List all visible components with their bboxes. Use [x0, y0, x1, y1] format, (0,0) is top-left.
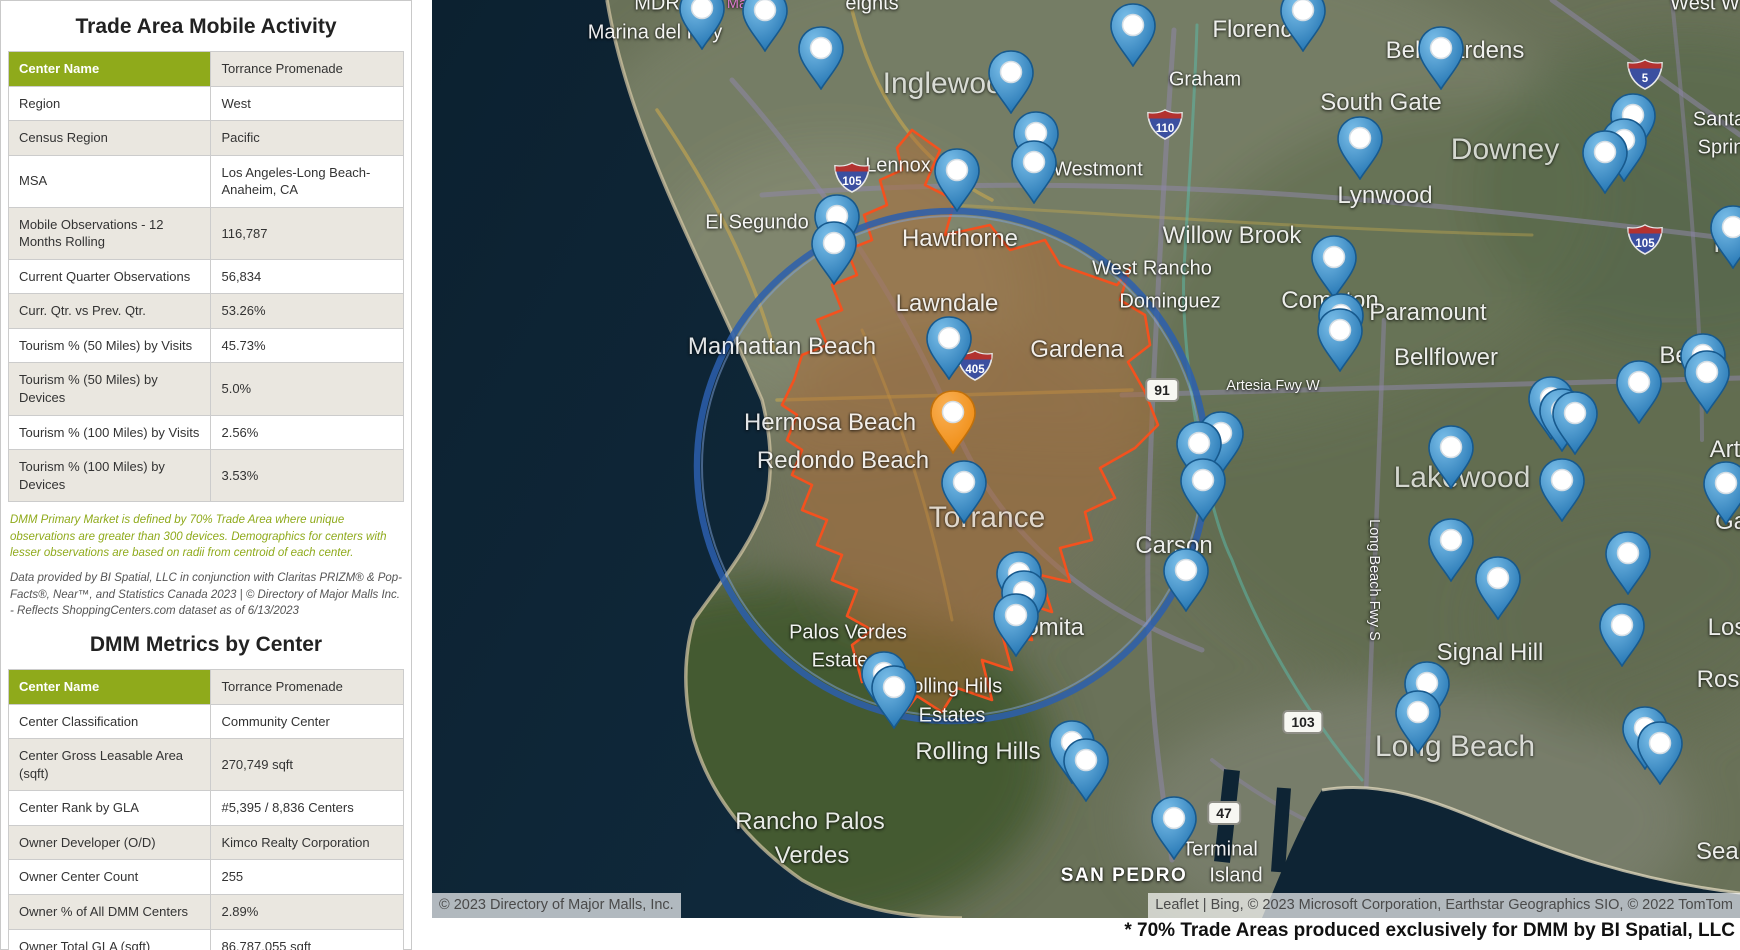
- table-row: Owner Total GLA (sqft)86,787,055 sqft: [9, 929, 404, 950]
- row-label: Region: [9, 86, 211, 121]
- row-value: 86,787,055 sqft: [211, 929, 404, 950]
- row-value: Los Angeles-Long Beach-Anaheim, CA: [211, 155, 404, 207]
- row-label: Owner Center Count: [9, 860, 211, 895]
- table-row: Center ClassificationCommunity Center: [9, 704, 404, 739]
- table-row: MSALos Angeles-Long Beach-Anaheim, CA: [9, 155, 404, 207]
- row-label: Center Rank by GLA: [9, 791, 211, 826]
- row-value: 53.26%: [211, 294, 404, 329]
- row-value: 2.89%: [211, 895, 404, 930]
- table-row: Center Rank by GLA#5,395 / 8,836 Centers: [9, 791, 404, 826]
- satellite-basemap: [432, 0, 1740, 918]
- trade-area-table: Center NameTorrance PromenadeRegionWestC…: [8, 51, 404, 502]
- row-value: #5,395 / 8,836 Centers: [211, 791, 404, 826]
- row-value: 116,787: [211, 207, 404, 259]
- table-row: Current Quarter Observations56,834: [9, 259, 404, 294]
- row-value: Kimco Realty Corporation: [211, 825, 404, 860]
- row-label: Tourism % (100 Miles) by Devices: [9, 450, 211, 502]
- map[interactable]: MDRMaeightsWest WMarina del ReyInglewood…: [432, 0, 1740, 918]
- table-row: Tourism % (100 Miles) by Visits2.56%: [9, 415, 404, 450]
- row-value: 255: [211, 860, 404, 895]
- info-panel: Trade Area Mobile Activity Center NameTo…: [0, 0, 412, 950]
- map-attribution-left: © 2023 Directory of Major Malls, Inc.: [432, 893, 681, 918]
- row-label: Center Classification: [9, 704, 211, 739]
- table-row: Tourism % (100 Miles) by Devices3.53%: [9, 450, 404, 502]
- table-row: Census RegionPacific: [9, 121, 404, 156]
- trade-area-report: Trade Area Mobile Activity Center NameTo…: [0, 0, 1740, 950]
- row-value: Pacific: [211, 121, 404, 156]
- row-label: Curr. Qtr. vs Prev. Qtr.: [9, 294, 211, 329]
- row-value: Community Center: [211, 704, 404, 739]
- table-row: Mobile Observations - 12 Months Rolling1…: [9, 207, 404, 259]
- data-source-note: Data provided by BI Spatial, LLC in conj…: [10, 570, 402, 619]
- trade-area-title: Trade Area Mobile Activity: [9, 15, 403, 39]
- table-row: Curr. Qtr. vs Prev. Qtr.53.26%: [9, 294, 404, 329]
- row-value: 5.0%: [211, 363, 404, 415]
- row-label: Tourism % (50 Miles) by Devices: [9, 363, 211, 415]
- row-label: Tourism % (100 Miles) by Visits: [9, 415, 211, 450]
- primary-market-note: DMM Primary Market is defined by 70% Tra…: [10, 512, 402, 561]
- row-label: Owner % of All DMM Centers: [9, 895, 211, 930]
- row-value: 270,749 sqft: [211, 739, 404, 791]
- table-row: Center NameTorrance Promenade: [9, 52, 404, 87]
- row-label: MSA: [9, 155, 211, 207]
- table-row: Center NameTorrance Promenade: [9, 670, 404, 705]
- table-row: Owner % of All DMM Centers2.89%: [9, 895, 404, 930]
- row-value: 45.73%: [211, 328, 404, 363]
- row-value: 56,834: [211, 259, 404, 294]
- row-label: Tourism % (50 Miles) by Visits: [9, 328, 211, 363]
- dmm-metrics-table: Center NameTorrance PromenadeCenter Clas…: [8, 669, 404, 950]
- table-row: Owner Center Count255: [9, 860, 404, 895]
- row-label: Center Name: [9, 52, 211, 87]
- trade-area-footnote: * 70% Trade Areas produced exclusively f…: [1124, 920, 1735, 942]
- table-row: RegionWest: [9, 86, 404, 121]
- row-value: Torrance Promenade: [211, 52, 404, 87]
- row-value: 2.56%: [211, 415, 404, 450]
- row-label: Center Gross Leasable Area (sqft): [9, 739, 211, 791]
- row-label: Center Name: [9, 670, 211, 705]
- row-value: 3.53%: [211, 450, 404, 502]
- row-label: Owner Developer (O/D): [9, 825, 211, 860]
- table-row: Owner Developer (O/D)Kimco Realty Corpor…: [9, 825, 404, 860]
- row-label: Owner Total GLA (sqft): [9, 929, 211, 950]
- table-row: Center Gross Leasable Area (sqft)270,749…: [9, 739, 404, 791]
- map-attribution-right[interactable]: Leaflet | Bing, © 2023 Microsoft Corpora…: [1148, 893, 1740, 918]
- table-row: Tourism % (50 Miles) by Devices5.0%: [9, 363, 404, 415]
- row-label: Mobile Observations - 12 Months Rolling: [9, 207, 211, 259]
- row-value: Torrance Promenade: [211, 670, 404, 705]
- row-label: Census Region: [9, 121, 211, 156]
- dmm-metrics-title: DMM Metrics by Center: [9, 633, 403, 657]
- row-value: West: [211, 86, 404, 121]
- table-row: Tourism % (50 Miles) by Visits45.73%: [9, 328, 404, 363]
- row-label: Current Quarter Observations: [9, 259, 211, 294]
